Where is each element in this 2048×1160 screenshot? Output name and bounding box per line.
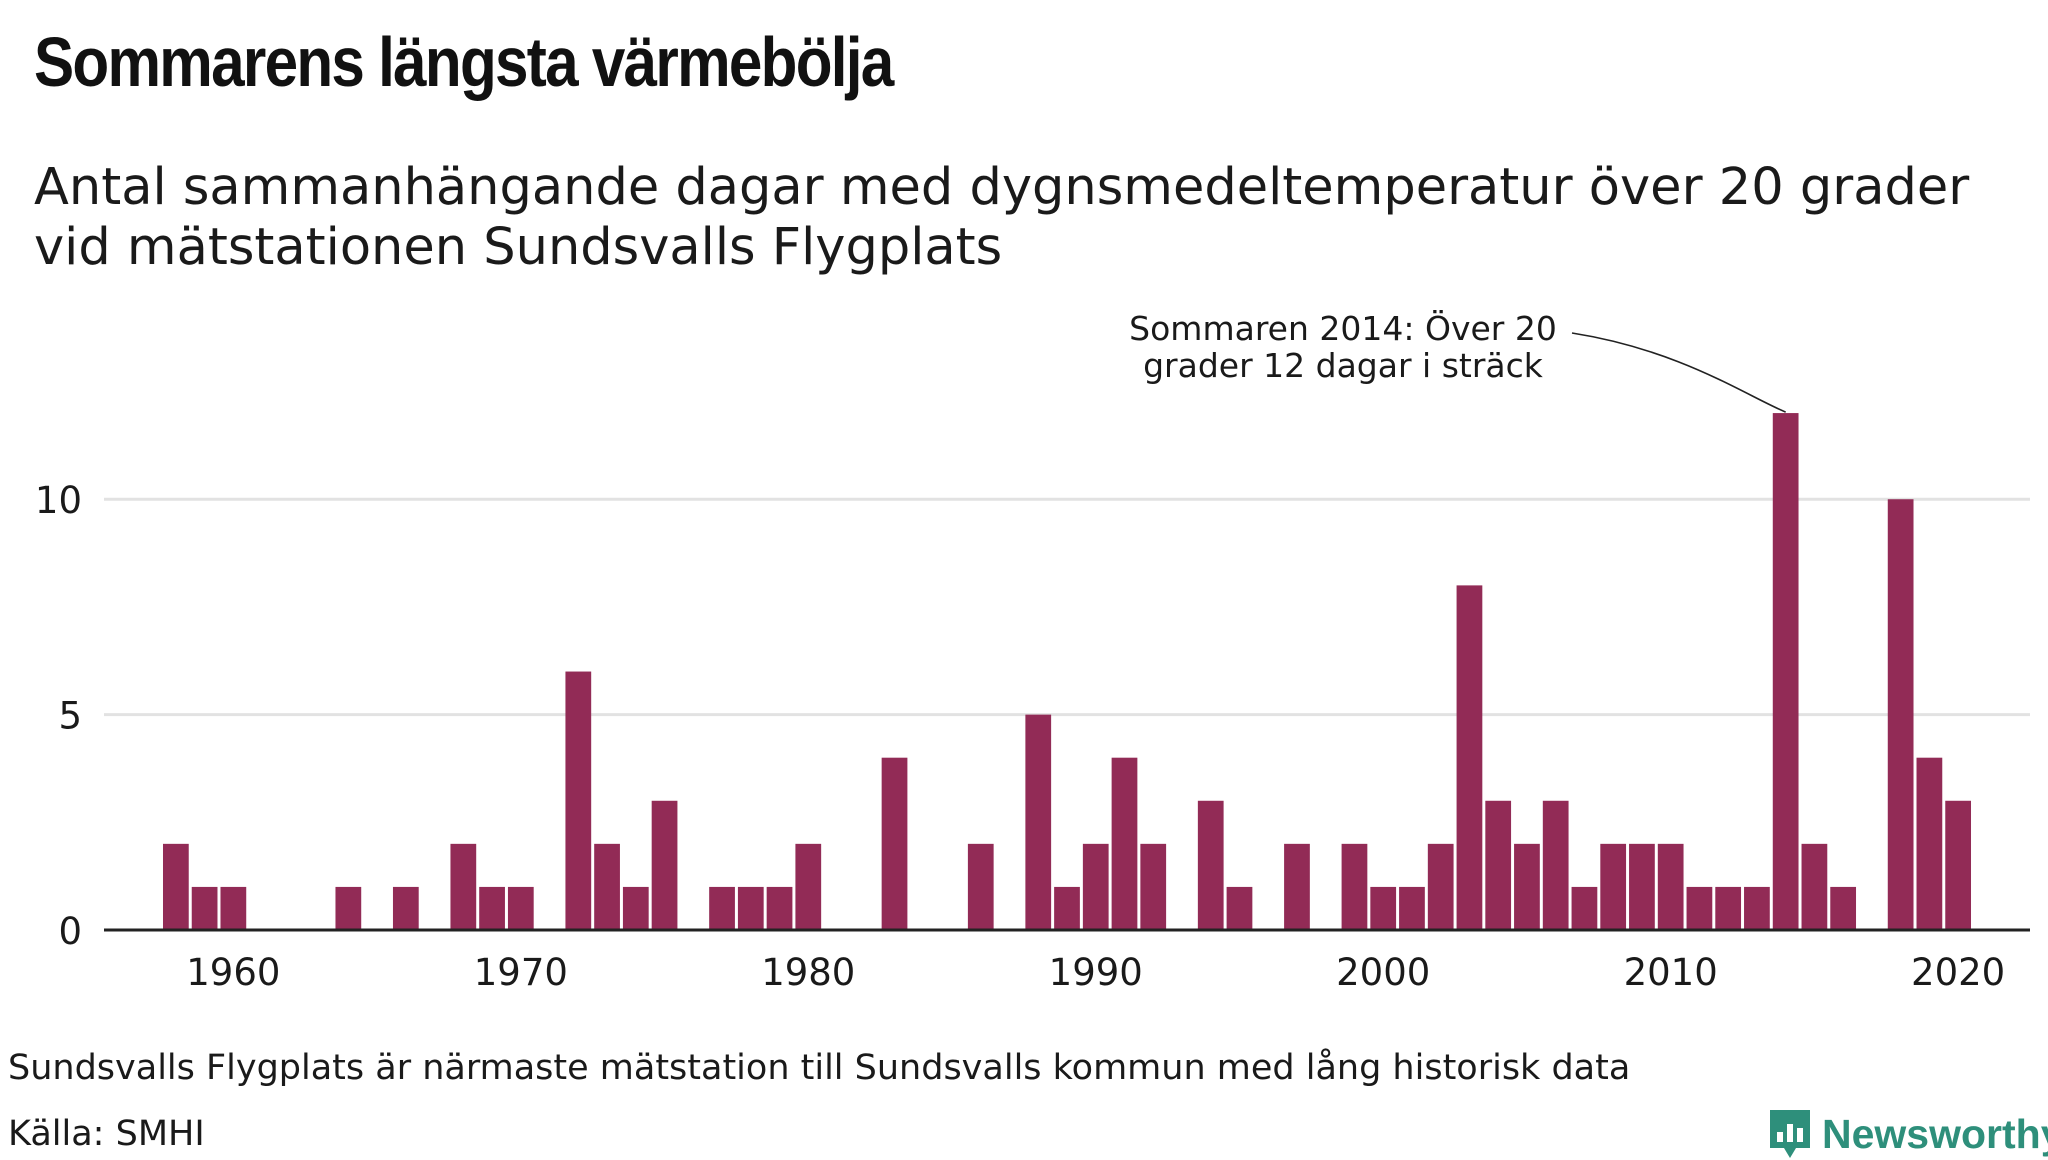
bar-2008 [1600,843,1627,930]
bar-1983 [881,757,908,930]
bar-chart-logo-icon [1770,1110,1810,1158]
bar-2005 [1514,843,1540,930]
chart-footnote: Sundsvalls Flygplats är närmaste mätstat… [8,1048,1631,1088]
bar-1988 [1025,714,1052,930]
bar-2002 [1427,843,1454,930]
bar-1999 [1341,843,1368,930]
chart-source: Källa: SMHI [8,1114,205,1154]
bar-1980 [795,843,822,930]
bar-2000 [1370,886,1397,930]
bar-1995 [1226,886,1253,930]
annotation-leader-line [1571,332,1786,413]
bar-1964 [335,886,362,930]
y-tick-label: 0 [58,910,82,953]
chart-subtitle: Antal sammanhängande dagar med dygnsmede… [34,158,1970,277]
bar-1958 [162,843,189,930]
newsworthy-logo: Newsworthy [1768,1108,2048,1160]
bar-1966 [392,886,419,930]
bar-2012 [1715,886,1742,930]
x-tick-label: 1990 [1049,951,1143,994]
bar-1960 [220,886,247,930]
bar-2016 [1830,886,1857,930]
axes: 0 5 10 1960 1970 1980 1990 2000 2010 2020 [35,479,2030,994]
bar-1970 [507,886,534,930]
bar-2011 [1686,886,1713,930]
bar-1977 [709,886,735,930]
bar-2020 [1945,800,1972,930]
bar-1959 [191,886,218,930]
bar-1992 [1140,843,1167,930]
bars [162,413,1972,931]
bar-1978 [737,886,764,930]
bar-1989 [1054,886,1080,930]
bar-2001 [1399,886,1425,930]
bar-1968 [450,843,477,930]
x-tick-label: 2020 [1911,951,2005,994]
bar-1973 [594,843,620,930]
bar-1991 [1111,757,1138,930]
annotation-text-line: grader 12 dagar i sträck [1143,346,1544,385]
y-tick-label: 10 [35,479,82,522]
bar-2018 [1887,499,1914,930]
bar-1969 [479,886,505,930]
bar-2004 [1485,800,1512,930]
brand-name: Newsworthy [1822,1110,2048,1157]
bar-2015 [1801,843,1828,930]
gridlines [104,497,2030,717]
x-tick-label: 2010 [1624,951,1718,994]
chart-title: Sommarens längsta värmebölja [34,23,894,101]
x-tick-label: 1970 [474,951,568,994]
bar-chart: 0 5 10 1960 1970 1980 1990 2000 2010 2020 Sommare… [35,308,2030,994]
bar-1972 [565,671,592,930]
bar-1997 [1284,843,1310,930]
bar-1979 [766,886,793,930]
bar-2014 [1772,413,1799,931]
bar-1974 [622,886,649,930]
bar-2009 [1629,843,1655,930]
bar-1994 [1197,800,1224,930]
bar-2007 [1571,886,1598,930]
bar-1975 [651,800,678,930]
annotation-text-line: Sommaren 2014: Över 20 [1129,308,1557,348]
y-tick-label: 5 [58,695,82,738]
x-tick-label: 1960 [186,951,280,994]
bar-2010 [1657,843,1684,930]
x-tick-label: 1980 [761,951,855,994]
bar-1990 [1082,843,1109,930]
bar-2003 [1456,585,1483,930]
x-tick-label: 2000 [1336,951,1430,994]
bar-2019 [1916,757,1943,930]
bar-2006 [1542,800,1569,930]
bar-1986 [967,843,994,930]
bar-2013 [1744,886,1770,930]
